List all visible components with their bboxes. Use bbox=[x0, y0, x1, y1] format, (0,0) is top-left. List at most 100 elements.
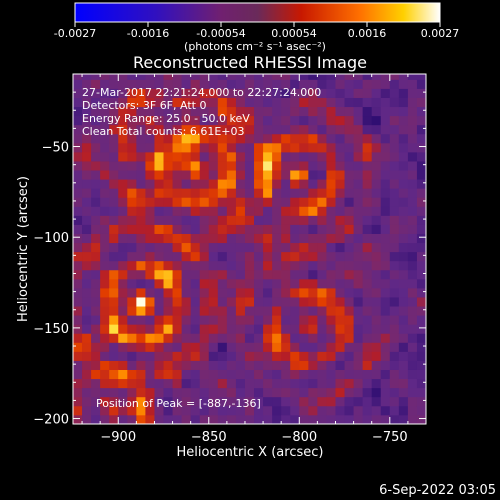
heatmap-cell bbox=[181, 124, 192, 135]
heatmap-cell bbox=[362, 124, 373, 135]
heatmap-cell bbox=[299, 342, 309, 352]
heatmap-cell bbox=[272, 269, 282, 280]
heatmap-cell bbox=[416, 306, 426, 316]
heatmap-cell bbox=[172, 88, 183, 98]
heatmap-cell bbox=[380, 260, 391, 271]
heatmap-cell bbox=[109, 351, 119, 361]
heatmap-cell bbox=[308, 79, 318, 89]
heatmap-cell bbox=[217, 342, 228, 352]
heatmap-cell bbox=[172, 306, 183, 316]
heatmap-cell bbox=[263, 142, 273, 153]
heatmap-cell bbox=[254, 124, 264, 135]
heatmap-cell bbox=[100, 351, 110, 361]
heatmap-cell bbox=[199, 306, 210, 316]
heatmap-cell bbox=[353, 188, 364, 198]
heatmap-cell bbox=[244, 405, 255, 416]
heatmap-cell bbox=[263, 414, 273, 424]
heatmap-cell bbox=[235, 278, 246, 289]
heatmap-cell bbox=[353, 79, 364, 89]
colorbar-tick-label: 0.0027 bbox=[421, 27, 460, 40]
heatmap-cell bbox=[407, 414, 418, 424]
heatmap-cell bbox=[100, 142, 110, 153]
heatmap-cell bbox=[344, 387, 354, 398]
heatmap-cell bbox=[290, 133, 300, 144]
heatmap-cell bbox=[272, 242, 282, 253]
heatmap-cell bbox=[407, 97, 418, 108]
heatmap-cell bbox=[290, 269, 300, 280]
heatmap-cell bbox=[118, 206, 128, 216]
heatmap-cell bbox=[416, 269, 426, 280]
heatmap-cell bbox=[136, 324, 146, 334]
heatmap-cell bbox=[263, 124, 273, 135]
heatmap-cell bbox=[407, 333, 418, 343]
heatmap-cell bbox=[154, 74, 164, 80]
heatmap-cell bbox=[163, 88, 173, 98]
heatmap-cell bbox=[290, 124, 300, 135]
heatmap-cell bbox=[109, 260, 119, 271]
heatmap-cell bbox=[371, 251, 382, 262]
heatmap-cell bbox=[263, 396, 273, 407]
heatmap-cell bbox=[389, 297, 400, 307]
heatmap-cell bbox=[407, 133, 418, 144]
heatmap-cell bbox=[380, 387, 391, 398]
heatmap-cell bbox=[353, 360, 364, 370]
heatmap-cell bbox=[109, 405, 119, 416]
heatmap-cell bbox=[145, 342, 155, 352]
heatmap-cell bbox=[145, 369, 155, 380]
heatmap-cell bbox=[235, 197, 246, 207]
heatmap-cell bbox=[371, 161, 382, 171]
heatmap-cell bbox=[290, 115, 300, 126]
heatmap-cell bbox=[344, 197, 354, 207]
heatmap-cell bbox=[407, 106, 418, 117]
heatmap-cell bbox=[335, 233, 345, 244]
heatmap-cell bbox=[145, 151, 155, 162]
heatmap-cell bbox=[136, 170, 146, 180]
heatmap-cell bbox=[163, 297, 173, 307]
heatmap-cell bbox=[172, 315, 183, 325]
heatmap-cell bbox=[344, 324, 354, 334]
heatmap-cell bbox=[281, 306, 291, 316]
heatmap-cell bbox=[82, 115, 92, 126]
heatmap-cell bbox=[199, 97, 210, 108]
heatmap-cell bbox=[416, 106, 426, 117]
heatmap-cell bbox=[416, 124, 426, 135]
heatmap-cell bbox=[281, 179, 291, 189]
heatmap-cell bbox=[380, 115, 391, 126]
heatmap-cell bbox=[389, 170, 400, 180]
heatmap-cell bbox=[172, 287, 183, 298]
heatmap-cell bbox=[317, 170, 327, 180]
heatmap-cell bbox=[244, 88, 255, 98]
heatmap-cell bbox=[190, 306, 201, 316]
heatmap-cell bbox=[136, 351, 146, 361]
heatmap-cell bbox=[208, 315, 219, 325]
heatmap-cell bbox=[154, 251, 164, 262]
heatmap-cell bbox=[407, 369, 418, 380]
heatmap-cell bbox=[172, 342, 183, 352]
heatmap-cell bbox=[235, 297, 246, 307]
heatmap-cell bbox=[389, 360, 400, 370]
heatmap-cell bbox=[208, 224, 219, 234]
heatmap-cell bbox=[407, 124, 418, 135]
heatmap-cell bbox=[100, 387, 110, 398]
heatmap-cell bbox=[290, 297, 300, 307]
heatmap-cell bbox=[181, 88, 192, 98]
heatmap-cell bbox=[353, 351, 364, 361]
heatmap-cell bbox=[145, 278, 155, 289]
heatmap-cell bbox=[263, 179, 273, 189]
heatmap-cell bbox=[254, 215, 264, 225]
heatmap-cell bbox=[208, 233, 219, 244]
heatmap-cell bbox=[326, 342, 336, 352]
heatmap-cell bbox=[208, 106, 219, 117]
heatmap-cell bbox=[190, 170, 201, 180]
heatmap-cell bbox=[389, 369, 400, 380]
heatmap-cell bbox=[235, 206, 246, 216]
heatmap-cell bbox=[326, 269, 336, 280]
heatmap-cell bbox=[118, 405, 128, 416]
heatmap-cell bbox=[226, 233, 237, 244]
heatmap-cell bbox=[190, 351, 201, 361]
heatmap-cell bbox=[290, 306, 300, 316]
heatmap-cell bbox=[326, 333, 336, 343]
heatmap-cell bbox=[308, 133, 318, 144]
heatmap-cell bbox=[244, 151, 255, 162]
heatmap-cell bbox=[389, 79, 400, 89]
